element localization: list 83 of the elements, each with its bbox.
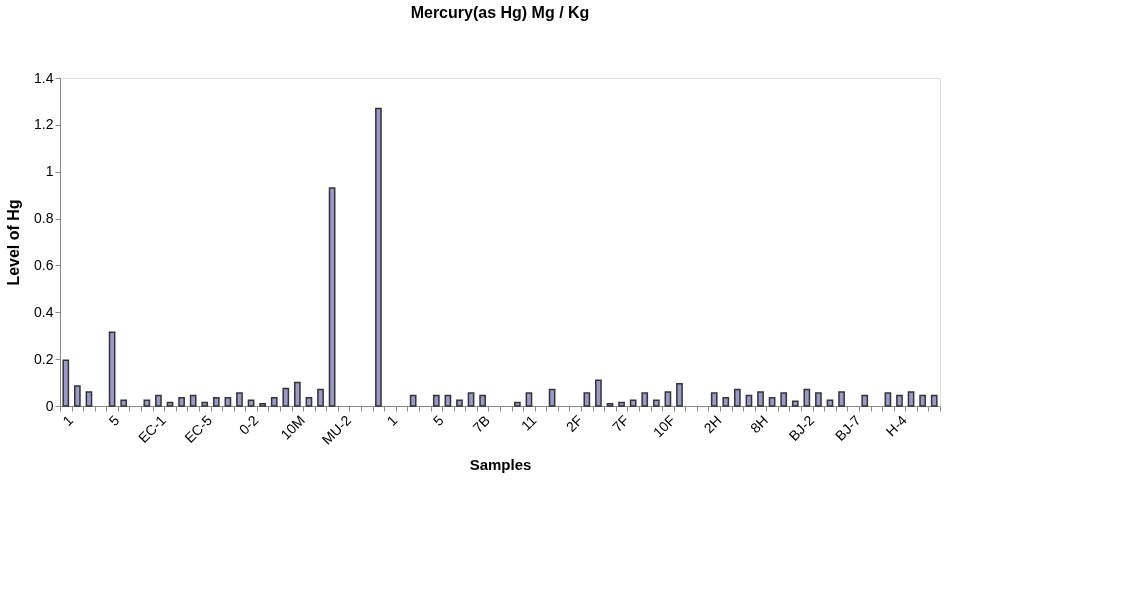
bar (919, 394, 926, 407)
bar (120, 399, 128, 407)
bar (826, 399, 834, 407)
bar (467, 392, 475, 407)
bar (236, 392, 243, 407)
bar (930, 394, 938, 407)
bar (189, 394, 197, 407)
bar (618, 401, 625, 407)
bar (606, 402, 614, 407)
y-tick-label: 0.6 (34, 256, 54, 273)
bar (838, 391, 845, 407)
bar (282, 387, 290, 407)
y-tick-label: 0.4 (34, 303, 54, 320)
bar (652, 399, 660, 407)
bar (745, 394, 753, 407)
bar (710, 392, 718, 407)
chart-title: Mercury(as Hg) Mg / Kg (410, 4, 590, 21)
bar (479, 394, 486, 407)
bar (780, 392, 788, 407)
bar (664, 391, 672, 407)
bar (74, 385, 81, 407)
bar (514, 401, 521, 407)
x-tick-label: H-4 (882, 411, 911, 440)
x-tick-label: 1 (59, 411, 77, 429)
x-tick-label: 0-2 (235, 411, 262, 438)
y-axis-title: Level of Hg (5, 199, 23, 286)
bar (456, 399, 463, 407)
x-tick-label: 5 (105, 411, 123, 429)
y-tick-label: 1.2 (34, 116, 54, 133)
x-tick-label: 7B (469, 412, 494, 436)
bar (595, 379, 602, 407)
x-tick-label: 2F (562, 412, 586, 435)
bar (548, 388, 556, 407)
bar (201, 401, 209, 407)
bar (444, 394, 452, 407)
y-tick-label: 0.2 (34, 350, 54, 367)
x-tick-label: 5 (429, 411, 447, 429)
bar (62, 359, 70, 407)
x-tick-label: 2H (700, 412, 725, 437)
y-tick-label: 1.4 (34, 69, 54, 86)
bar (768, 397, 776, 407)
bar (270, 397, 278, 407)
bar (629, 399, 637, 407)
bar (328, 187, 336, 407)
y-tick-label: 0.8 (34, 210, 54, 227)
bar (757, 391, 764, 407)
bar (907, 391, 915, 407)
bar (375, 107, 382, 407)
x-axis-title: Samples (469, 455, 532, 473)
bar (247, 399, 255, 407)
bar (896, 394, 903, 407)
bar (525, 392, 533, 407)
bar (676, 382, 683, 407)
bar (803, 388, 811, 407)
x-tick-label: 7F (609, 412, 632, 435)
bar (791, 400, 799, 407)
bar (224, 397, 232, 407)
x-tick-label: 10F (649, 412, 679, 441)
bar (85, 391, 93, 407)
x-tick-label: 1 (383, 411, 401, 429)
bar (583, 392, 591, 407)
y-tick-label: 0 (45, 397, 54, 414)
bar (178, 397, 185, 407)
bar (294, 381, 301, 407)
bar (641, 392, 649, 407)
bar (259, 402, 266, 407)
y-tick-label: 1 (45, 163, 54, 180)
bar (861, 394, 869, 407)
bar (734, 388, 741, 407)
bar (317, 388, 324, 407)
bar (166, 401, 174, 407)
x-tick-label: 8H (746, 412, 771, 437)
bar (409, 394, 417, 407)
bar (305, 397, 313, 407)
x-tick-label: 11 (517, 411, 540, 434)
bar (212, 397, 220, 407)
bar (432, 394, 440, 407)
bar (884, 392, 892, 407)
bar (143, 399, 151, 407)
bar (155, 394, 162, 407)
bar (108, 331, 116, 407)
bar (722, 397, 730, 407)
bar (815, 392, 822, 407)
